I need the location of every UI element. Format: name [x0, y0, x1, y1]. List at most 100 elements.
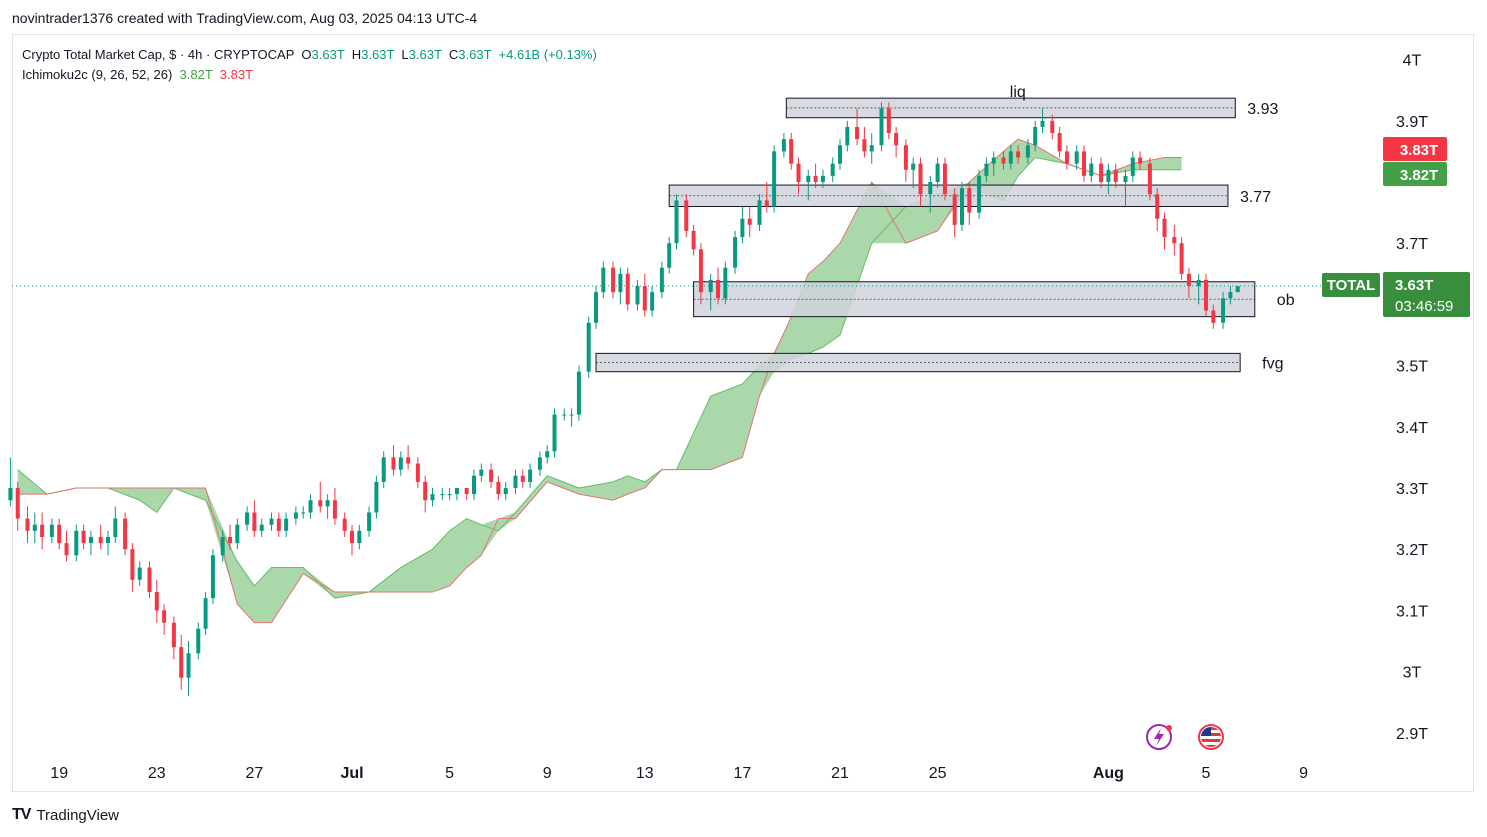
y-tick-label: 3.2T [1396, 542, 1428, 559]
x-tick-label: 5 [1202, 765, 1211, 782]
candle-body [789, 139, 794, 164]
candle-body [991, 157, 996, 164]
candle-body [1040, 120, 1045, 127]
candle-body [659, 267, 664, 293]
candle [40, 512, 45, 550]
ichimoku-red-tag: 3.83T [1383, 137, 1447, 161]
candle-body [569, 414, 574, 416]
candle-body [472, 475, 476, 495]
candle [8, 457, 13, 507]
candle [918, 157, 923, 207]
close-value: 3.63T [458, 47, 492, 62]
candle-body [113, 518, 118, 537]
chart-frame[interactable] [12, 34, 1474, 792]
cloud-fill [17, 139, 1182, 623]
candle-body [398, 457, 403, 470]
candle [659, 261, 664, 299]
candle [1033, 120, 1038, 152]
candle [569, 408, 574, 427]
candle-body [57, 524, 62, 544]
candle-body [879, 108, 884, 146]
candle-body [740, 218, 745, 238]
open-value: 3.63T [311, 47, 345, 62]
candle [977, 169, 982, 219]
candle-body [1001, 157, 1006, 164]
candle [81, 524, 86, 550]
chart-legend: Crypto Total Market Cap, $ · 4h · CRYPTO… [22, 45, 597, 85]
candle [513, 469, 518, 495]
indicator-legend-row[interactable]: Ichimoku2c (9, 26, 52, 26) 3.82T 3.83T [22, 65, 597, 85]
candle [586, 316, 591, 378]
x-tick-label: Jul [340, 765, 363, 782]
candle [308, 494, 313, 519]
candle-body [98, 536, 103, 544]
candle [381, 451, 386, 488]
x-tick-label: 9 [543, 765, 552, 782]
candle [32, 512, 37, 544]
candle-body [171, 622, 176, 648]
candle-body [1064, 151, 1069, 164]
us-flag-icon[interactable] [1198, 724, 1224, 750]
candle [820, 169, 825, 189]
zone-label: liq [1010, 84, 1026, 101]
candle [64, 530, 69, 562]
candle [235, 518, 240, 550]
candle-body [611, 267, 616, 293]
x-tick-label: 27 [246, 765, 264, 782]
candle [1130, 151, 1135, 182]
candle [391, 445, 396, 476]
symbol-tag-text: TOTAL [1327, 277, 1376, 294]
candle [464, 488, 469, 501]
x-tick-label: 25 [929, 765, 947, 782]
candle-body [154, 592, 159, 611]
candle-body [764, 200, 769, 207]
candle [1016, 145, 1021, 164]
candle [276, 512, 281, 537]
candle-body [318, 500, 323, 507]
candle-body [1155, 194, 1160, 219]
candle-body [308, 500, 313, 513]
candle [496, 475, 501, 501]
candle [952, 188, 957, 238]
candle-body [1033, 126, 1038, 146]
candle-body [357, 530, 362, 544]
symbol-legend-row[interactable]: Crypto Total Market Cap, $ · 4h · CRYPTO… [22, 45, 597, 65]
candle [642, 273, 647, 317]
candle-body [708, 279, 713, 293]
candle [789, 133, 794, 170]
candle-body [367, 512, 372, 531]
candle-body [1162, 218, 1167, 238]
candle [838, 139, 842, 170]
candle-body [601, 267, 606, 293]
candle-body [747, 218, 752, 225]
lightning-icon[interactable] [1146, 724, 1172, 750]
y-tick-label: 3.4T [1396, 420, 1428, 437]
candle [137, 561, 142, 586]
span-a-line [17, 156, 1182, 599]
candle [228, 524, 232, 550]
candle-body [830, 163, 835, 176]
candle-body [869, 145, 874, 152]
candle [1040, 108, 1045, 134]
candle [928, 175, 933, 213]
tradingview-logo[interactable]: TV TradingView [12, 806, 119, 824]
candle [1138, 151, 1143, 170]
candle [113, 506, 118, 544]
candle [15, 481, 20, 531]
candle [691, 224, 696, 256]
candle [430, 488, 435, 507]
candle [594, 286, 598, 329]
candle [162, 604, 167, 635]
candle-body [1082, 151, 1086, 176]
candle-body [220, 536, 225, 556]
candle [781, 133, 786, 158]
candle-body [1235, 286, 1240, 293]
candle-body [74, 530, 79, 556]
candle [813, 163, 818, 189]
candle [862, 126, 867, 158]
candle-body [537, 457, 542, 470]
x-tick-label: 9 [1299, 765, 1308, 782]
candle [716, 267, 720, 305]
candle [757, 194, 762, 231]
